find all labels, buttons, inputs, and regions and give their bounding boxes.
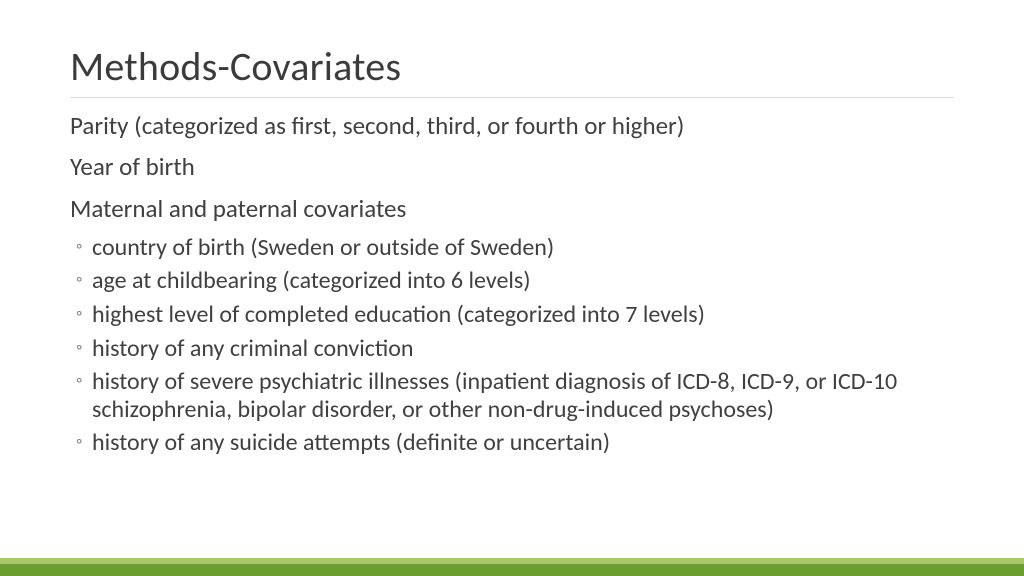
sub-item: country of birth (Sweden or outside of S… [72, 234, 954, 262]
accent-bar [0, 558, 1024, 576]
sub-item: age at childbearing (categorized into 6 … [72, 267, 954, 295]
accent-bar-bottom [0, 564, 1024, 576]
slide: Methods-Covariates Parity (categorized a… [0, 0, 1024, 576]
sub-item: history of any suicide attempts (definit… [72, 429, 954, 457]
sub-list: country of birth (Sweden or outside of S… [70, 234, 954, 457]
title-underline [70, 97, 954, 98]
sub-item: history of any criminal conviction [72, 335, 954, 363]
sub-item: highest level of completed education (ca… [72, 301, 954, 329]
sub-item: history of severe psychiatric illnesses … [72, 368, 954, 423]
top-item-parity: Parity (categorized as first, second, th… [70, 110, 954, 141]
slide-title: Methods-Covariates [70, 42, 954, 91]
top-item-year: Year of birth [70, 151, 954, 182]
top-item-parental: Maternal and paternal covariates [70, 193, 954, 224]
